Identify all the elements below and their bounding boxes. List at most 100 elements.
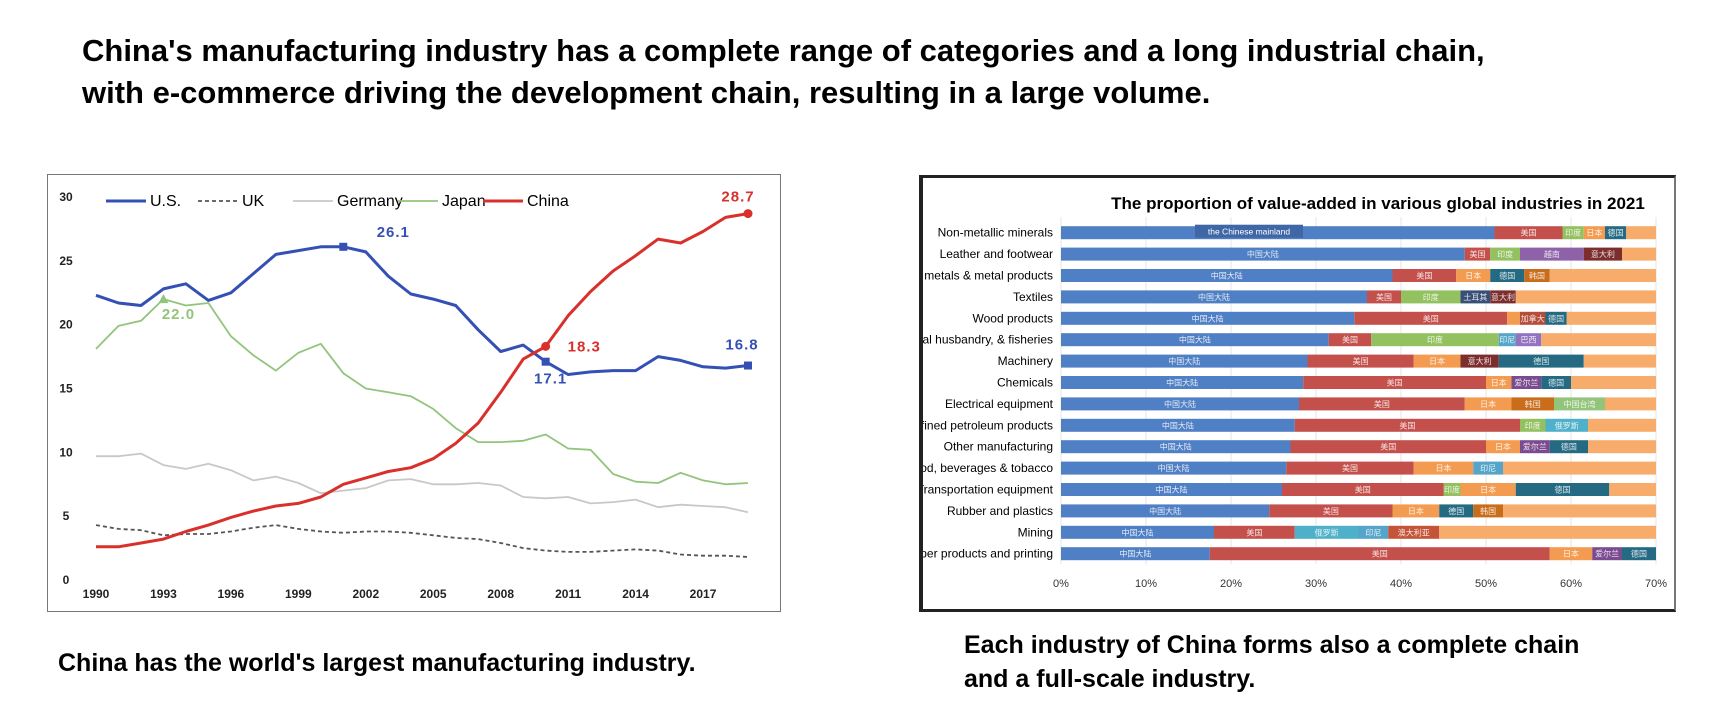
- bar-segment: [1413, 461, 1474, 475]
- bar-segment: [1511, 397, 1554, 411]
- segment-label: 德国: [1548, 313, 1564, 323]
- headline: China's manufacturing industry has a com…: [82, 30, 1702, 114]
- data-label: 26.1: [377, 224, 410, 241]
- bar-segment: [1515, 333, 1542, 347]
- bar-segment: [1626, 226, 1656, 240]
- segment-label: 印度: [1525, 420, 1541, 430]
- bar-segment: [1307, 354, 1414, 368]
- segment-label: 中国大陆: [1119, 549, 1151, 559]
- bar-segment: [1490, 269, 1525, 282]
- category-label: Machinery: [998, 354, 1053, 368]
- category-label: Chemicals: [997, 376, 1053, 390]
- bar-segment: [1622, 247, 1656, 261]
- bar-segment: [1439, 504, 1474, 518]
- segment-label: 日本: [1480, 485, 1496, 495]
- segment-label: 美国: [1521, 228, 1537, 238]
- segment-label: 韩国: [1529, 271, 1545, 281]
- legend-label-china: China: [527, 193, 569, 210]
- x-tick-label: 2005: [420, 587, 447, 601]
- x-tick-label: 40%: [1390, 578, 1412, 590]
- bar-segment: [1541, 333, 1656, 347]
- bar-segment: [1061, 525, 1214, 539]
- caption-left: China has the world's largest manufactur…: [58, 649, 696, 677]
- category-label: Textiles: [1013, 290, 1053, 304]
- bar-segment: [1554, 397, 1605, 411]
- segment-label: 德国: [1631, 549, 1647, 559]
- x-tick-label: 60%: [1560, 578, 1582, 590]
- series-line-japan: [95, 298, 749, 486]
- bar-segment: [1460, 290, 1491, 304]
- segment-label: 美国: [1387, 378, 1403, 388]
- data-point-marker: [541, 341, 551, 351]
- segment-label: 日本: [1429, 356, 1445, 366]
- bar-segment: [1299, 397, 1465, 411]
- segment-label: 加拿大: [1521, 313, 1545, 323]
- bar-segment: [1515, 483, 1610, 496]
- bar-segment: [1503, 504, 1656, 518]
- bar-segment: [1282, 483, 1444, 496]
- x-tick-label: 70%: [1645, 578, 1667, 590]
- x-tick-label: 2017: [690, 587, 717, 601]
- bar-segment: [1061, 376, 1304, 389]
- caption-right: Each industry of China forms also a comp…: [964, 628, 1684, 696]
- legend-label-u-s: U.S.: [150, 193, 181, 210]
- x-tick-label: 2002: [352, 587, 379, 601]
- bar-segment: [1566, 311, 1656, 325]
- segment-label: 印尼: [1365, 528, 1381, 537]
- data-point-marker: [158, 294, 169, 304]
- segment-label: 印度: [1565, 228, 1581, 238]
- segment-label: 日本: [1408, 506, 1424, 516]
- bar-segment: [1507, 311, 1520, 325]
- segment-label: 韩国: [1480, 506, 1496, 516]
- category-label: Other manufacturing: [944, 440, 1053, 454]
- x-tick-label: 30%: [1305, 578, 1327, 590]
- segment-label: 中国大陆: [1160, 442, 1192, 452]
- headline-line-1: China's manufacturing industry has a com…: [82, 33, 1485, 68]
- y-tick-label: 30: [59, 190, 73, 204]
- segment-label: 德国: [1533, 356, 1549, 366]
- y-tick-label: 15: [59, 382, 73, 396]
- bar-segment: [1464, 247, 1491, 261]
- data-point-marker: [743, 209, 753, 219]
- segment-label: 美国: [1399, 420, 1415, 430]
- bar-segment: [1443, 483, 1461, 496]
- bar-segment: [1562, 226, 1584, 240]
- manufacturing-share-line-chart: 0 5 10 15 20 25 30 1990 1993 1996 1999 2002 2005 2008…: [59, 189, 758, 601]
- bar-segment: [1456, 269, 1491, 282]
- segment-label: 中国大陆: [1179, 335, 1211, 345]
- bar-segment: [1061, 290, 1367, 304]
- bar-segment: [1545, 311, 1567, 325]
- bar-segment: [1511, 376, 1542, 389]
- bar-segment: [1354, 311, 1508, 325]
- segment-label: 意大利: [1491, 292, 1515, 302]
- segment-label: 印度: [1497, 249, 1513, 259]
- bar-segment: [1460, 483, 1516, 496]
- segment-label: 土耳其: [1463, 292, 1487, 302]
- bar-segment: [1061, 247, 1465, 261]
- bar-segment: [1061, 418, 1295, 432]
- category-label: Paper products and printing: [923, 547, 1053, 561]
- x-tick-label: 50%: [1475, 578, 1497, 590]
- segment-label: 印度: [1444, 485, 1460, 495]
- legend-label-uk: UK: [242, 193, 265, 210]
- segment-label: 德国: [1555, 485, 1571, 495]
- bar-segment: [1486, 440, 1520, 454]
- segment-label: 中国大陆: [1168, 356, 1200, 366]
- bar-segment: [1328, 333, 1372, 347]
- data-label: 16.8: [725, 337, 758, 354]
- segment-label: 印尼: [1499, 336, 1515, 345]
- segment-label: 美国: [1380, 442, 1396, 452]
- data-label: 22.0: [162, 306, 195, 323]
- segment-label: 爱尔兰: [1595, 549, 1619, 559]
- segment-label: 爱尔兰: [1514, 378, 1538, 388]
- category-label: Rubber and plastics: [947, 504, 1053, 518]
- segment-label: 印尼: [1480, 464, 1496, 473]
- data-point-marker: [744, 361, 752, 370]
- callout-box: [1195, 224, 1303, 238]
- x-tick-label: 10%: [1135, 578, 1157, 590]
- bar-segment: [1520, 418, 1546, 432]
- segment-label: 美国: [1353, 356, 1369, 366]
- bar-segment: [1214, 525, 1295, 539]
- bar-segment: [1061, 311, 1355, 325]
- segment-label: 德国: [1548, 378, 1564, 388]
